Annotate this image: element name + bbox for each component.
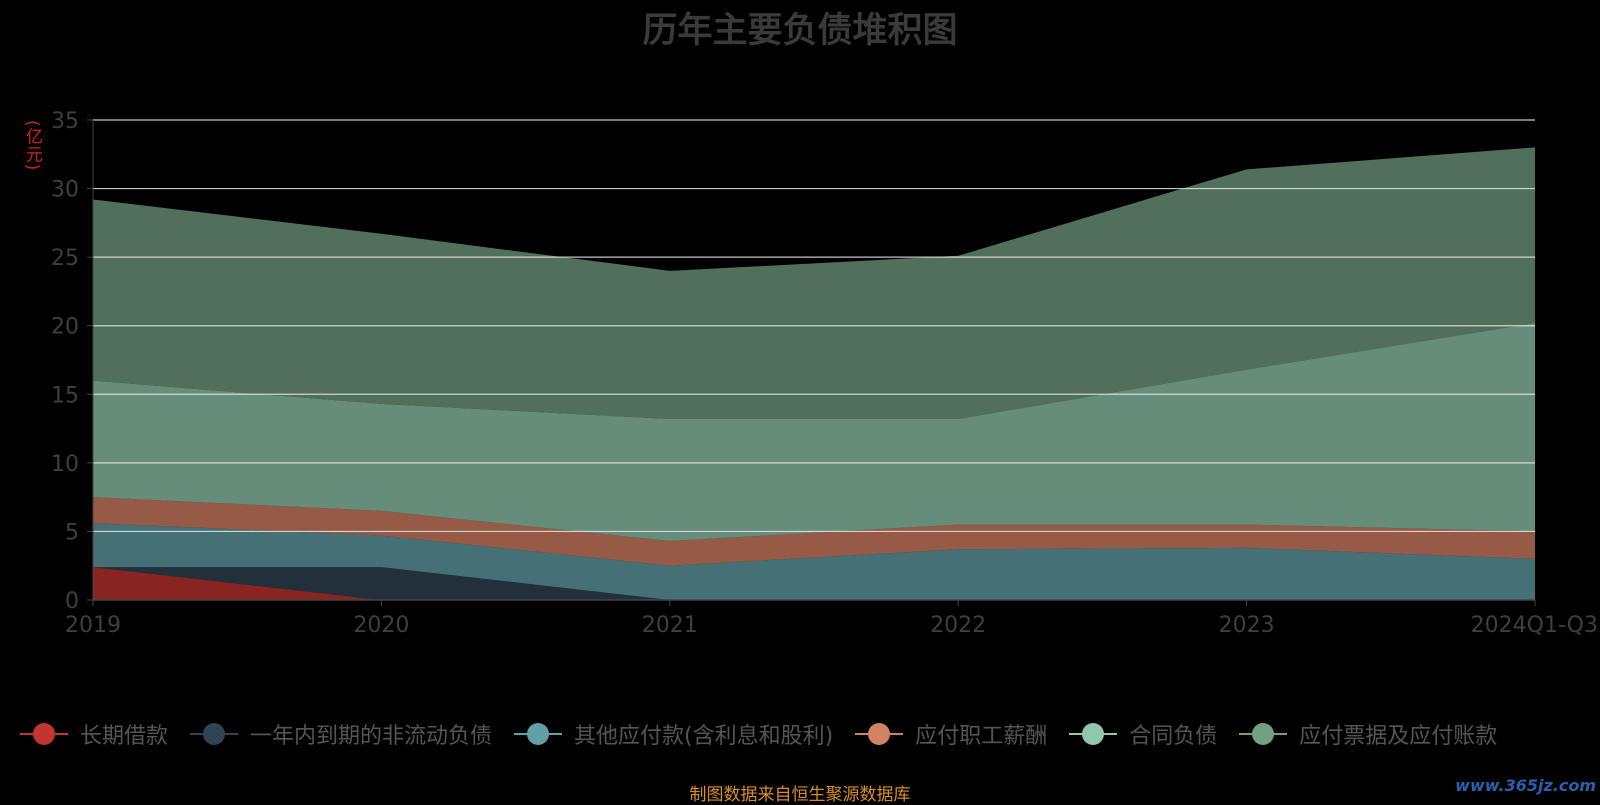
source-note: 制图数据来自恒生聚源数据库 [689,785,911,805]
watermark: www.365jz.com [1455,776,1596,795]
y-tick-label: 5 [65,520,79,545]
area-series-1 [93,567,1535,600]
stacked-areas [93,147,1535,600]
x-tick-label: 2021 [642,613,698,638]
y-tick-label: 10 [51,452,79,477]
legend-item-5[interactable]: 应付票据及应付账款 [1239,718,1497,750]
axes: 0 5 10 15 20 25 30 35 2019 2020 2021 2022 2023 2024Q1… [51,109,1598,638]
chart-title: 历年主要负债堆积图 [642,11,958,51]
area-series-2 [93,523,1535,600]
legend-label: 应付职工薪酬 [915,724,1048,749]
legend-label: 一年内到期的非流动负债 [250,724,493,749]
y-tick-label: 25 [51,246,79,271]
y-tick-label: 30 [51,178,79,203]
legend-label: 长期借款 [80,724,169,749]
legend-marker-icon [190,722,239,746]
x-tick-label: 2019 [65,613,121,638]
legend-marker-icon [855,722,904,746]
legend-item-1[interactable]: 一年内到期的非流动负债 [190,718,492,750]
y-tick-label: 15 [51,383,79,408]
y-tick-label: 35 [51,109,79,134]
x-tick-label: 2022 [930,613,986,638]
legend-marker-icon [20,722,68,746]
legend-item-3[interactable]: 应付职工薪酬 [855,718,1047,750]
legend-label: 其他应付款(含利息和股利) [574,724,834,749]
legend-marker-icon [1069,722,1118,746]
y-tick-label: 20 [51,315,79,340]
area-series-4 [93,323,1535,541]
area-series-5 [93,147,1535,419]
legend-label: 合同负债 [1129,724,1218,749]
x-tick-label: 2024Q1-Q3 [1471,613,1598,638]
x-tick-label: 2023 [1219,613,1275,638]
legend-item-4[interactable]: 合同负债 [1069,718,1217,750]
legend-marker-icon [1239,722,1288,746]
x-tick-label: 2020 [353,613,409,638]
legend-item-2[interactable]: 其他应付款(含利息和股利) [514,718,833,750]
legend-label: 应付票据及应付账款 [1299,724,1498,749]
grid-lines [93,119,1535,533]
legend-item-0[interactable]: 长期借款 [20,718,168,750]
y-tick-label: 0 [65,589,79,614]
area-series-0 [93,567,1535,600]
legend: 长期借款 一年内到期的非流动负债 其他应付款(含利息和股利) 应付职工薪酬 合同负债 应付… [20,716,1519,752]
legend-marker-icon [514,722,563,746]
y-axis-label: (亿元) [22,120,42,172]
